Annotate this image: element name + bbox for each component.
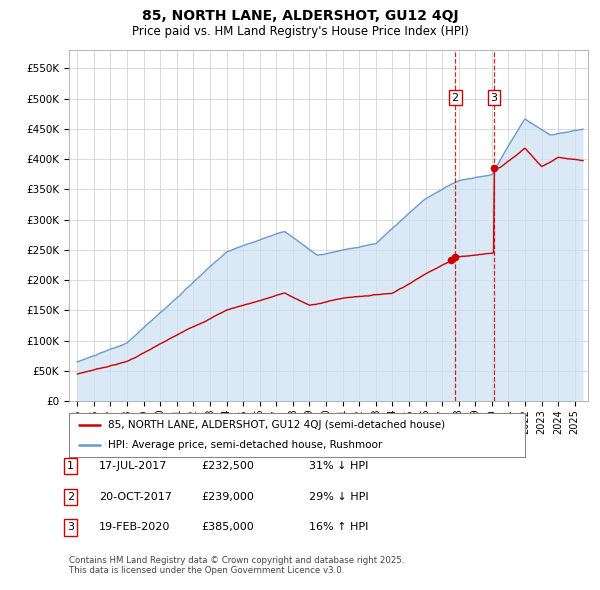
Text: £232,500: £232,500 <box>201 461 254 471</box>
Text: Contains HM Land Registry data © Crown copyright and database right 2025.
This d: Contains HM Land Registry data © Crown c… <box>69 556 404 575</box>
Text: £385,000: £385,000 <box>201 523 254 532</box>
Text: 31% ↓ HPI: 31% ↓ HPI <box>309 461 368 471</box>
Text: Price paid vs. HM Land Registry's House Price Index (HPI): Price paid vs. HM Land Registry's House … <box>131 25 469 38</box>
Text: 85, NORTH LANE, ALDERSHOT, GU12 4QJ: 85, NORTH LANE, ALDERSHOT, GU12 4QJ <box>142 9 458 23</box>
Text: 29% ↓ HPI: 29% ↓ HPI <box>309 492 368 502</box>
Text: 3: 3 <box>67 523 74 532</box>
Text: 20-OCT-2017: 20-OCT-2017 <box>99 492 172 502</box>
Text: 2: 2 <box>67 492 74 502</box>
Text: 3: 3 <box>490 93 497 103</box>
Text: HPI: Average price, semi-detached house, Rushmoor: HPI: Average price, semi-detached house,… <box>108 440 382 450</box>
Text: 16% ↑ HPI: 16% ↑ HPI <box>309 523 368 532</box>
Text: £239,000: £239,000 <box>201 492 254 502</box>
Text: 85, NORTH LANE, ALDERSHOT, GU12 4QJ (semi-detached house): 85, NORTH LANE, ALDERSHOT, GU12 4QJ (sem… <box>108 420 445 430</box>
Text: 19-FEB-2020: 19-FEB-2020 <box>99 523 170 532</box>
Text: 17-JUL-2017: 17-JUL-2017 <box>99 461 167 471</box>
Text: 1: 1 <box>67 461 74 471</box>
Text: 2: 2 <box>452 93 459 103</box>
